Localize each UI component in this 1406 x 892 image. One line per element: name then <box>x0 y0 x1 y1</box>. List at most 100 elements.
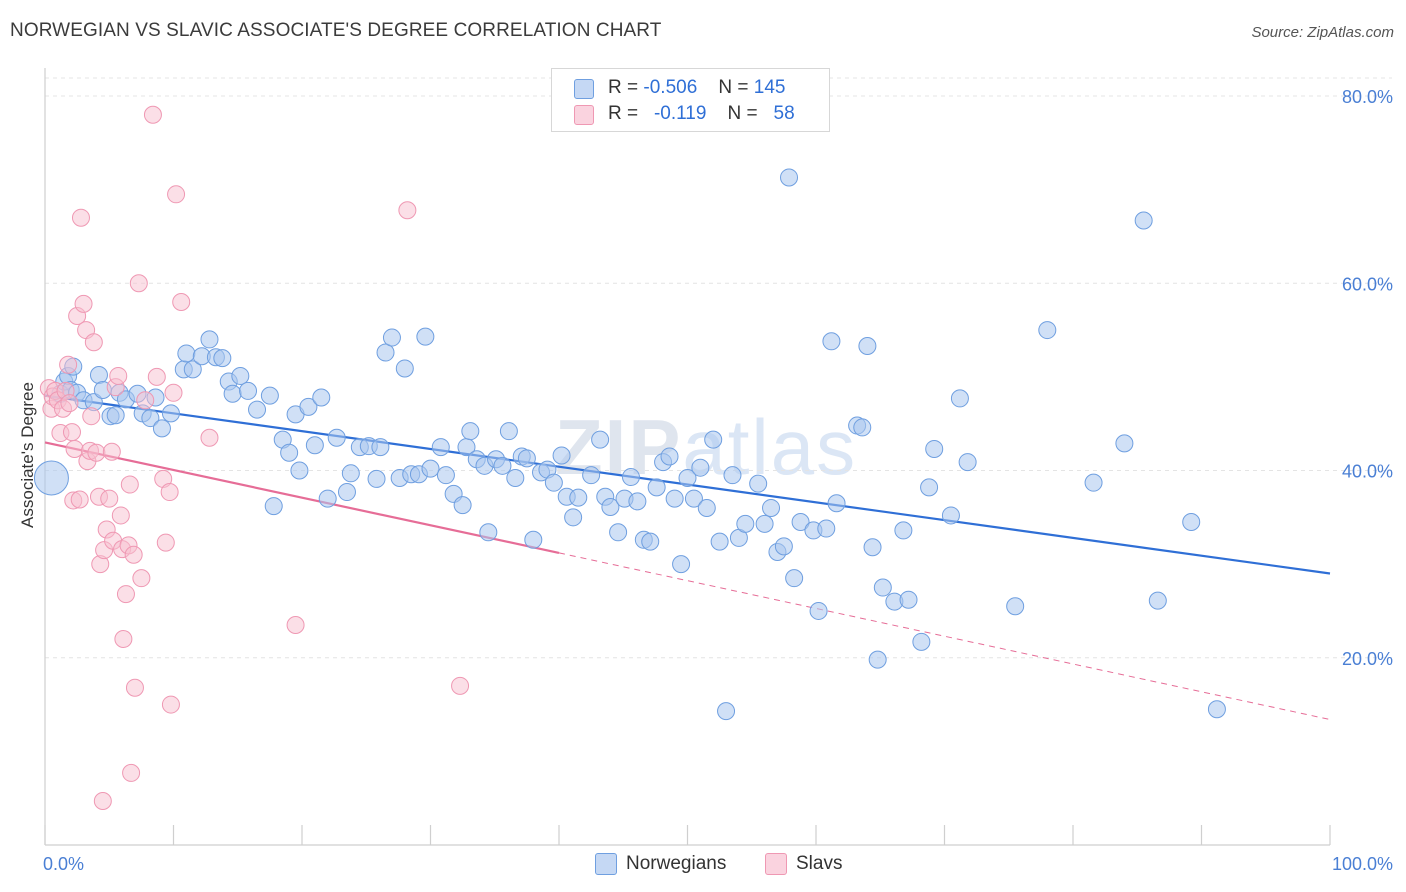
slav-point <box>114 630 133 649</box>
norwegian-point <box>899 590 918 609</box>
norwegian-point <box>1038 321 1057 340</box>
norwegians-swatch <box>574 79 594 99</box>
norwegian-point <box>200 330 219 349</box>
norwegian-point <box>601 498 620 517</box>
norwegian-point <box>704 430 723 449</box>
slav-point <box>93 791 112 810</box>
watermark-zip: ZIP <box>555 403 683 491</box>
slav-point <box>398 201 417 220</box>
norwegian-point <box>564 508 583 527</box>
norwegian-point <box>499 422 518 441</box>
slav-point <box>74 294 93 313</box>
y-axis-label: Associate's Degree <box>18 382 37 528</box>
slav-point <box>156 533 175 552</box>
norwegian-point <box>591 430 610 449</box>
slav-point <box>84 333 103 352</box>
slavs-swatch <box>574 105 594 125</box>
slav-point <box>160 483 179 502</box>
slav-point <box>71 208 90 227</box>
norwegian-point <box>552 446 571 465</box>
norwegian-point <box>327 428 346 447</box>
norwegian-point <box>371 438 390 457</box>
slav-point <box>451 676 470 695</box>
norwegian-point <box>717 702 736 721</box>
norwegian-point <box>868 650 887 669</box>
slav-point <box>164 383 183 402</box>
slav-point <box>167 185 186 204</box>
slavs-points <box>39 105 470 810</box>
slav-point <box>147 367 166 386</box>
norwegian-point <box>647 478 666 497</box>
norwegian-point <box>1182 512 1201 531</box>
norwegian-point <box>678 468 697 487</box>
slav-point <box>143 105 162 124</box>
norwegian-point <box>183 360 202 379</box>
norwegian-point <box>817 519 836 538</box>
norwegians-points <box>33 168 1226 721</box>
norwegian-point <box>436 466 455 485</box>
norwegian-point <box>749 474 768 493</box>
norwegian-point <box>762 498 781 517</box>
norwegian-point <box>431 438 450 457</box>
norwegian-point <box>920 478 939 497</box>
norwegian-point <box>809 601 828 620</box>
tick-labels: 20.0% 40.0% 60.0% 80.0% 0.0% 100.0% <box>43 87 1393 874</box>
correlation-legend: R = -0.506 N = 145 R = -0.119 N = 58 <box>551 68 830 132</box>
norwegian-point <box>873 578 892 597</box>
x-tick-label-max: 100.0% <box>1332 854 1393 874</box>
slav-point <box>111 506 130 525</box>
norwegian-point <box>941 506 960 525</box>
slav-point <box>102 442 121 461</box>
norwegian-point <box>305 436 324 455</box>
norwegian-point <box>341 464 360 483</box>
norwegian-point <box>684 489 703 508</box>
norwegian-point <box>672 555 691 574</box>
watermark: ZIPatlas <box>555 402 857 493</box>
slavs-trend-line <box>44 441 560 554</box>
slavs-trend-line-extrapolated <box>558 552 1331 721</box>
norwegian-point <box>493 456 512 475</box>
norwegian-point <box>736 514 755 533</box>
slav-point <box>116 585 135 604</box>
gridlines <box>45 77 1392 659</box>
slav-point <box>172 292 191 311</box>
norwegian-point <box>506 468 525 487</box>
norwegian-point <box>755 514 774 533</box>
n-label: N = <box>718 77 749 98</box>
norwegian-point <box>161 404 180 423</box>
slav-point <box>109 366 128 385</box>
slav-point <box>129 274 148 293</box>
norwegian-point <box>382 328 401 347</box>
norwegian-point <box>641 532 660 551</box>
norwegian-point <box>710 532 729 551</box>
norwegian-point <box>582 466 601 485</box>
slav-point <box>161 695 180 714</box>
norwegian-point <box>827 494 846 513</box>
norwegian-point <box>950 389 969 408</box>
norwegian-point <box>691 458 710 477</box>
slav-point <box>124 545 143 564</box>
y-tick-label: 20.0% <box>1342 649 1393 669</box>
source-label: Source: ZipAtlas.com <box>1251 24 1394 41</box>
slav-point <box>70 490 89 509</box>
slav-point <box>65 439 84 458</box>
norwegian-point <box>785 569 804 588</box>
norwegian-point <box>177 344 196 363</box>
norwegian-point <box>791 512 810 531</box>
n-label: N = <box>727 103 758 124</box>
r-label: R = <box>608 77 639 98</box>
slav-point <box>132 569 151 588</box>
norwegian-point <box>337 483 356 502</box>
norwegian-point <box>239 381 258 400</box>
norwegian-point <box>569 488 588 507</box>
y-tick-label: 40.0% <box>1342 462 1393 482</box>
norwegians-legend-label: Norwegians <box>626 853 727 874</box>
norwegian-point <box>912 632 931 651</box>
norwegian-point <box>853 418 872 437</box>
axes <box>44 68 1331 846</box>
n-value: 58 <box>773 103 795 124</box>
norwegian-point <box>299 397 318 416</box>
norwegian-point <box>479 523 498 542</box>
slav-point <box>82 407 101 426</box>
norwegian-point <box>453 496 472 515</box>
